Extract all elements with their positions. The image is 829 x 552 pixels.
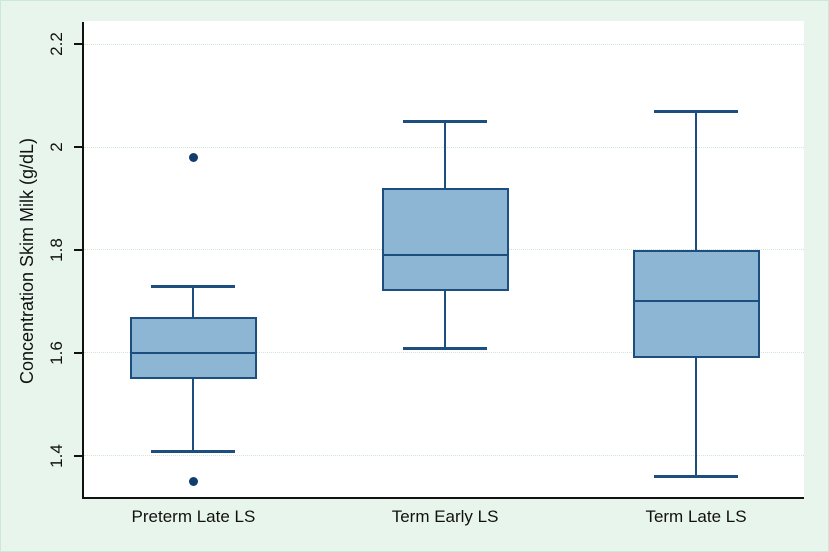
- iqr-box: [381, 188, 509, 292]
- gridline-1.4: [84, 455, 804, 457]
- y-axis-tick-label-1.6: 1.6: [47, 341, 66, 365]
- y-axis-tick-1.4: [74, 454, 82, 457]
- y-axis-tick-label-1.8: 1.8: [47, 238, 66, 262]
- y-axis-tick-label-2.2: 2.2: [47, 32, 66, 56]
- lower-whisker-cap: [151, 449, 236, 453]
- iqr-box: [129, 316, 257, 379]
- median-line: [381, 254, 509, 257]
- gridline-1.6: [84, 352, 804, 354]
- x-category-label-2: Term Early LS: [391, 507, 499, 526]
- lower-whisker-cap: [403, 346, 488, 350]
- upper-whisker-stem: [192, 286, 195, 317]
- y-axis-tick-label-2: 2: [47, 142, 66, 152]
- median-line: [129, 351, 257, 354]
- lower-whisker-stem: [695, 358, 697, 477]
- lower-whisker-cap: [654, 475, 738, 479]
- y-axis-tick-label-1.4: 1.4: [47, 443, 66, 468]
- y-axis-tick-2: [74, 146, 82, 149]
- x-category-label-3: Term Late LS: [645, 507, 747, 526]
- y-axis-line: [82, 22, 84, 499]
- x-category-label-1: Preterm Late LS: [131, 507, 256, 526]
- lower-whisker-stem: [444, 291, 447, 348]
- upper-whisker-cap: [654, 110, 738, 114]
- y-axis-tick-1.8: [74, 248, 82, 251]
- lower-whisker-stem: [192, 378, 195, 451]
- outlier-dot-0: [188, 152, 198, 162]
- gridline-2.2: [84, 43, 804, 45]
- upper-whisker-cap: [151, 285, 236, 288]
- upper-whisker-cap: [403, 120, 488, 124]
- outlier-dot-1: [188, 477, 198, 487]
- y-axis-tick-1.6: [74, 351, 82, 354]
- x-axis-line: [82, 497, 804, 499]
- iqr-box: [632, 249, 760, 359]
- median-line: [632, 300, 760, 303]
- gridline-2: [84, 146, 804, 148]
- upper-whisker-stem: [695, 111, 697, 250]
- y-axis-tick-2.2: [74, 43, 82, 46]
- upper-whisker-stem: [444, 121, 447, 189]
- y-axis-title: Concentration Skim Milk (g/dL): [17, 137, 37, 385]
